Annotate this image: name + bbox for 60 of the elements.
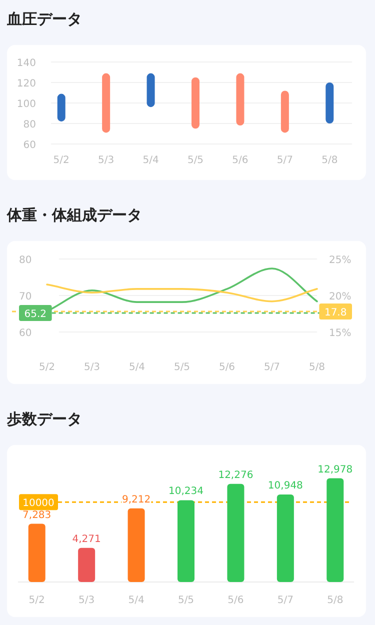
bar <box>146 73 155 108</box>
data-label: 10,234 <box>168 486 204 498</box>
bar <box>128 508 145 582</box>
x-tick-label: 5/8 <box>322 155 338 166</box>
x-tick-label: 5/4 <box>142 155 159 166</box>
bar <box>280 90 289 133</box>
x-tick-label: 5/7 <box>276 155 293 166</box>
y-tick-label: 60 <box>23 140 36 151</box>
chart-title: 体重・体組成データ <box>6 206 142 224</box>
ref-line-label: 65.2 <box>24 309 47 320</box>
x-tick-label: 5/6 <box>232 155 248 166</box>
ref-line-label: 17.8 <box>324 308 347 319</box>
chart-title: 歩数データ <box>6 410 82 428</box>
x-tick-label: 5/7 <box>277 595 294 606</box>
bar <box>28 524 46 582</box>
y-tick-label: 60 <box>19 328 32 339</box>
x-tick-label: 5/2 <box>38 362 56 373</box>
bar <box>57 94 66 122</box>
data-label: 12,978 <box>318 464 353 476</box>
data-label: 4,271 <box>72 534 101 545</box>
bar <box>78 548 96 582</box>
x-tick-label: 5/3 <box>78 595 95 606</box>
bar <box>192 77 200 129</box>
y-tick-label: 120 <box>16 78 36 90</box>
bar <box>326 82 334 124</box>
data-label: 10,948 <box>268 480 303 492</box>
x-tick-label: 5/4 <box>128 362 146 373</box>
bar <box>227 484 244 582</box>
x-tick-label: 5/5 <box>187 155 204 166</box>
x-tick-label: 5/2 <box>53 155 70 166</box>
x-tick-label: 5/5 <box>178 595 194 606</box>
bar <box>276 494 294 582</box>
y-tick-label: 80 <box>19 255 32 266</box>
data-label: 12,276 <box>218 470 254 481</box>
x-tick-label: 5/7 <box>264 362 280 373</box>
y-tick-label: 100 <box>16 99 36 110</box>
line-series <box>46 284 318 302</box>
bar <box>236 73 244 126</box>
chart-title: 血圧データ <box>6 10 82 28</box>
bar <box>326 478 344 582</box>
x-tick-label: 5/6 <box>228 595 244 606</box>
data-label: 7,283 <box>22 510 52 521</box>
y2-tick-label: 25% <box>329 255 352 266</box>
y-tick-label: 140 <box>16 58 36 69</box>
bar <box>102 73 110 133</box>
x-tick-label: 5/2 <box>28 595 45 606</box>
y-tick-label: 70 <box>19 292 32 302</box>
y2-tick-label: 15% <box>329 328 352 339</box>
y-tick-label: 80 <box>23 120 36 130</box>
x-tick-label: 5/8 <box>308 362 326 373</box>
x-tick-label: 5/3 <box>84 362 100 373</box>
ref-line-label: 10000 <box>22 498 54 510</box>
bar <box>178 500 194 582</box>
x-tick-label: 5/8 <box>327 595 344 606</box>
x-tick-label: 5/3 <box>98 155 114 166</box>
x-tick-label: 5/6 <box>218 362 236 373</box>
x-tick-label: 5/4 <box>128 595 144 606</box>
y2-tick-label: 20% <box>329 292 352 302</box>
x-tick-label: 5/5 <box>174 362 190 373</box>
data-label: 9,212 <box>122 494 151 506</box>
